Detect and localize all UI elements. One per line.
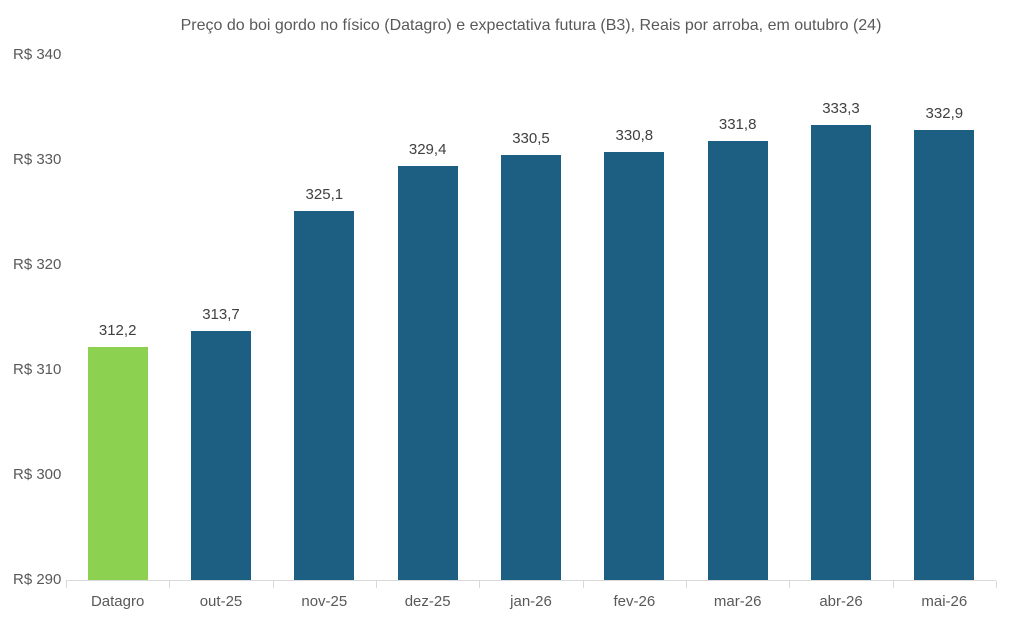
x-axis-label: fev-26: [613, 593, 656, 610]
bar-dez-25: [397, 166, 458, 580]
bar-value-label: 330,5: [512, 129, 550, 147]
x-axis-label: mar-26: [713, 593, 762, 610]
y-axis-tick-label: R$ 320: [13, 256, 62, 273]
y-axis-tick-label: R$ 300: [13, 466, 62, 483]
bar-value-label: 332,9: [925, 104, 964, 122]
bar-abr-26: [811, 125, 871, 580]
bar-out-25: [191, 331, 251, 580]
bar-value-label: 330,8: [615, 126, 654, 144]
x-axis-tick: [996, 581, 997, 588]
y-axis-tick-label: R$ 290: [13, 571, 62, 588]
x-axis-label: dez-25: [404, 593, 451, 610]
x-axis-tick: [272, 581, 274, 588]
x-axis-tick: [789, 581, 791, 588]
chart-title: Preço do boi gordo no físico (Datagro) e…: [180, 17, 882, 34]
bar-mar-26: [707, 141, 768, 580]
bar-jan-26: [501, 154, 561, 580]
x-axis-label: Datagro: [90, 593, 145, 610]
bar-value-label: 313,7: [202, 306, 240, 324]
bar-mai-26: [914, 129, 975, 580]
x-axis-label: jan-26: [510, 593, 552, 610]
x-axis-label: abr-26: [819, 593, 863, 610]
bar-value-label: 331,8: [718, 116, 757, 134]
x-axis-label: nov-25: [301, 593, 348, 610]
x-axis-tick: [66, 581, 67, 588]
bar-Datagro: [87, 346, 148, 580]
bar-fev-26: [604, 151, 665, 580]
y-axis-tick-label: R$ 340: [13, 46, 62, 63]
x-axis-label: mai-26: [921, 593, 968, 610]
y-axis-tick-label: R$ 310: [13, 361, 62, 378]
bar-value-label: 312,2: [98, 321, 137, 339]
x-axis-tick: [169, 581, 171, 588]
x-axis-tick: [376, 581, 377, 588]
x-axis-tick: [582, 581, 584, 588]
x-axis-tick: [686, 581, 687, 588]
bar-value-label: 325,1: [305, 186, 344, 204]
bar-value-label: 329,4: [408, 141, 447, 159]
x-axis-tick: [892, 581, 894, 588]
bar-nov-25: [294, 211, 355, 580]
y-axis-tick-label: R$ 330: [13, 151, 62, 168]
x-axis-tick: [479, 581, 481, 588]
x-axis-label: out-25: [199, 593, 243, 610]
x-axis-line: [66, 580, 996, 581]
bar-value-label: 333,3: [822, 100, 860, 118]
